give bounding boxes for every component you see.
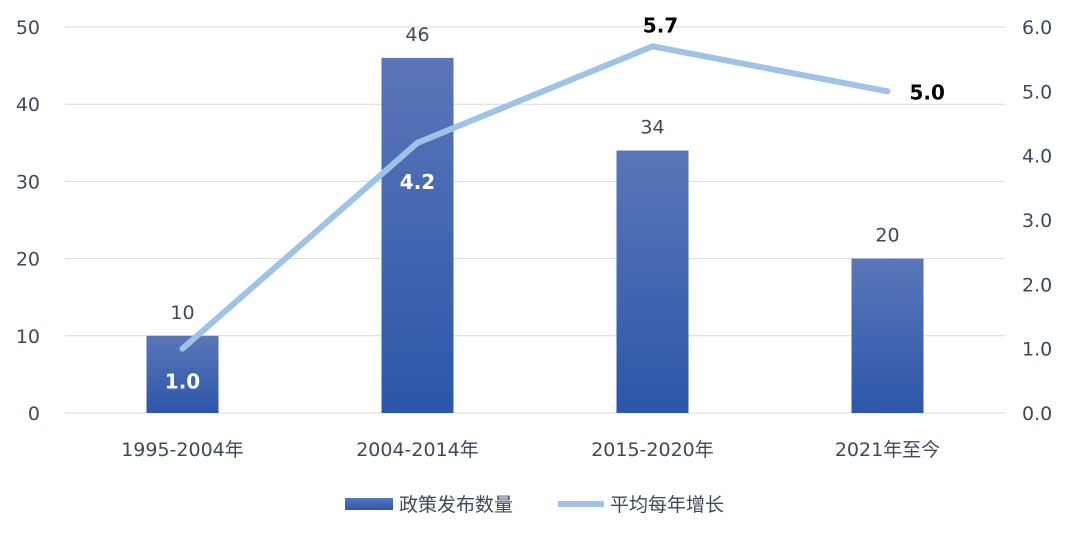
line-series	[179, 43, 891, 352]
category-label: 2015-2020年	[591, 439, 714, 461]
left-tick-label: 20	[16, 249, 40, 271]
legend: 政策发布数量 平均每年增长	[345, 494, 724, 516]
bar	[851, 258, 924, 413]
bar	[381, 57, 454, 413]
bar-value-label: 20	[875, 225, 899, 247]
line-value-labels: 1.0 4.2 5.7 5.0	[165, 13, 945, 393]
right-tick-label: 3.0	[1022, 210, 1052, 232]
bar-value-label: 46	[405, 24, 429, 46]
right-tick-label: 4.0	[1022, 146, 1052, 168]
left-tick-label: 0	[28, 403, 40, 425]
left-tick-label: 30	[16, 171, 40, 193]
legend-bar-swatch	[345, 498, 393, 510]
right-tick-label: 0.0	[1022, 403, 1052, 425]
line-value-label: 5.0	[910, 80, 945, 104]
category-label: 2004-2014年	[356, 439, 479, 461]
right-tick-label: 1.0	[1022, 339, 1052, 361]
line-value-label: 1.0	[165, 370, 200, 394]
bar-value-label: 10	[170, 302, 194, 324]
left-tick-label: 10	[16, 326, 40, 348]
bar-value-labels: 10 46 34 20	[170, 24, 899, 324]
right-axis-ticks: 0.0 1.0 2.0 3.0 4.0 5.0 6.0	[1022, 17, 1052, 425]
bar-value-label: 34	[640, 117, 664, 139]
left-axis-ticks: 0 10 20 30 40 50	[16, 17, 40, 425]
series-line	[179, 43, 891, 352]
left-tick-label: 40	[16, 94, 40, 116]
bar-series	[146, 57, 924, 413]
category-label: 1995-2004年	[121, 439, 244, 461]
line-value-label: 5.7	[643, 13, 678, 37]
right-tick-label: 2.0	[1022, 274, 1052, 296]
bar	[616, 150, 689, 413]
legend-bar-label: 政策发布数量	[399, 494, 513, 516]
gridlines	[65, 26, 1005, 414]
right-tick-label: 5.0	[1022, 81, 1052, 103]
category-label: 2021年至今	[835, 439, 940, 461]
category-labels: 1995-2004年 2004-2014年 2015-2020年 2021年至今	[121, 439, 940, 461]
line-value-label: 4.2	[400, 170, 435, 194]
legend-line-label: 平均每年增长	[610, 494, 724, 516]
left-tick-label: 50	[16, 17, 40, 39]
right-tick-label: 6.0	[1022, 17, 1052, 39]
